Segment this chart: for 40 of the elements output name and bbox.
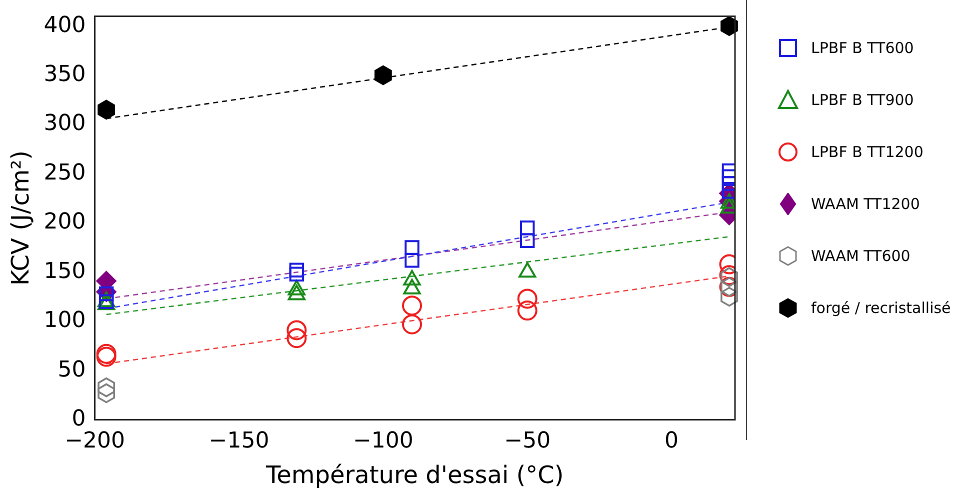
y-tick-label: 50 — [58, 357, 86, 382]
point — [722, 169, 735, 184]
point — [722, 163, 735, 178]
point — [404, 252, 420, 268]
x-tick-label: −150 — [208, 428, 270, 454]
point — [517, 288, 538, 309]
y-axis-title: KCV (J/cm²) — [6, 150, 35, 286]
point — [402, 314, 422, 334]
y-tick-label: 150 — [44, 258, 86, 284]
legend-label: LPBF B TT900 — [811, 91, 914, 109]
point — [98, 383, 116, 404]
legend-label: WAAM TT1200 — [811, 195, 920, 213]
x-tick-label: 0 — [664, 428, 679, 454]
point — [404, 240, 420, 255]
y-tick-label: 350 — [44, 62, 86, 87]
point — [720, 286, 738, 307]
point — [520, 220, 535, 236]
legend-label: LPBF B TT600 — [811, 39, 914, 57]
point — [289, 266, 304, 282]
point — [722, 184, 735, 199]
y-tick-label: 400 — [44, 12, 86, 38]
legend-label: WAAM TT600 — [811, 247, 910, 265]
x-tick-label: −100 — [352, 428, 414, 454]
legend-label: forgé / recristallisé — [811, 299, 951, 317]
y-tick-label: 300 — [44, 111, 86, 136]
legend-label: LPBF B TT1200 — [811, 143, 924, 161]
point — [98, 377, 116, 398]
y-tick-label: 100 — [44, 308, 86, 334]
y-tick-label: 200 — [44, 210, 86, 235]
point — [289, 262, 304, 278]
point — [517, 300, 538, 321]
point — [402, 296, 422, 316]
point — [520, 233, 535, 248]
x-tick-label: −50 — [504, 428, 551, 454]
x-axis-title: Température d'essai (°C) — [265, 460, 564, 489]
point — [286, 320, 307, 340]
point — [720, 277, 738, 297]
point — [720, 267, 738, 287]
y-tick-label: 250 — [44, 160, 86, 186]
point — [286, 328, 307, 348]
